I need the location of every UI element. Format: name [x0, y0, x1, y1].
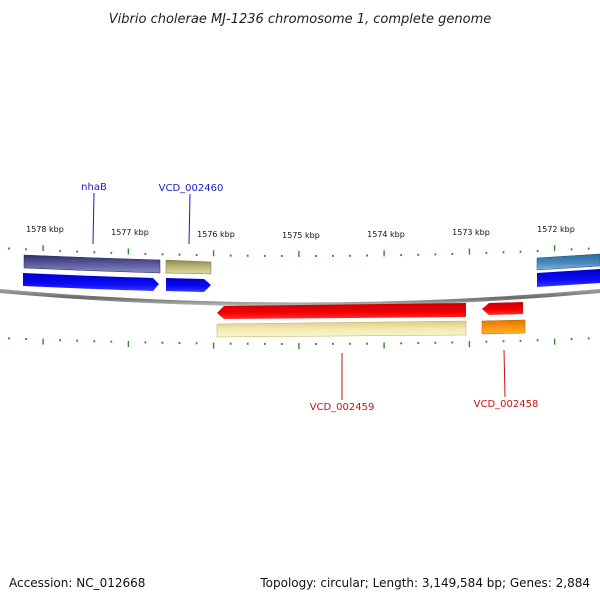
kbp-label-1577: 1577 kbp [111, 228, 149, 237]
cds-vcd-002459[interactable] [217, 303, 466, 319]
cds-right[interactable] [537, 269, 600, 287]
cds-vcd-002460[interactable] [166, 278, 211, 292]
cds-nhab[interactable] [23, 273, 159, 291]
label-vcd-002459[interactable]: VCD_002459 [310, 402, 375, 413]
reverse-gene-track [216, 319, 526, 338]
chromosome-backbone [0, 289, 600, 307]
leader-nhab [92, 192, 95, 245]
gene-labels: nhaB VCD_002460 VCD_002459 VCD_002458 [81, 182, 538, 413]
kbp-label-1572: 1572 kbp [537, 225, 575, 234]
kbp-label-1578: 1578 kbp [26, 225, 64, 234]
forward-cds-track [23, 269, 600, 292]
gene-vcd-002458[interactable] [481, 319, 526, 335]
leader-vcd-002460 [188, 193, 191, 245]
gene-nhab[interactable] [23, 254, 161, 274]
gene-vcd-002459[interactable] [216, 320, 467, 338]
accession-text: Accession: NC_012668 [9, 576, 145, 590]
kbp-label-1573: 1573 kbp [452, 228, 490, 237]
leader-vcd-002458 [503, 349, 506, 398]
label-leaders [92, 192, 506, 400]
kbp-label-1575: 1575 kbp [282, 231, 320, 240]
gene-vcd-002460[interactable] [165, 259, 212, 275]
kbp-label-1574: 1574 kbp [367, 230, 405, 239]
forward-gene-track [23, 253, 600, 275]
cds-vcd-002458[interactable] [482, 302, 523, 315]
kbp-labels: 1578 kbp 1577 kbp 1576 kbp 1575 kbp 1574… [26, 225, 575, 240]
kbp-label-1576: 1576 kbp [197, 230, 235, 239]
label-vcd-002458[interactable]: VCD_002458 [474, 399, 539, 410]
label-vcd-002460[interactable]: VCD_002460 [159, 183, 224, 194]
map-title: Vibrio cholerae MJ-1236 chromosome 1, co… [109, 12, 491, 27]
label-nhab[interactable]: nhaB [81, 182, 107, 193]
gene-steelblue-right[interactable] [536, 253, 600, 271]
scale-ticks [8, 245, 590, 349]
genome-stats-text: Topology: circular; Length: 3,149,584 bp… [259, 576, 590, 590]
reverse-cds-track [217, 302, 523, 319]
